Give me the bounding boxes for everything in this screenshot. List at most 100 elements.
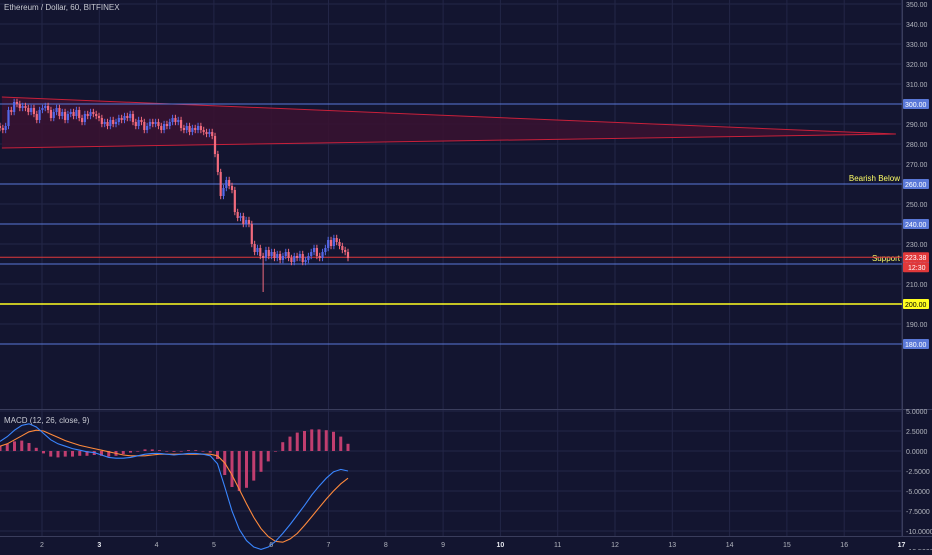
candle-body xyxy=(30,108,33,112)
price-tick-label: 280.00 xyxy=(906,142,928,149)
macd-histogram-bar xyxy=(194,450,198,451)
candle-body xyxy=(338,242,341,246)
candle-body xyxy=(89,112,92,116)
candle-body xyxy=(225,180,228,188)
price-tick-label: 340.00 xyxy=(906,22,928,29)
candle-body xyxy=(281,256,285,260)
price-tick-label: 290.00 xyxy=(906,122,928,129)
price-tick-label: 350.00 xyxy=(906,2,928,9)
candle-body xyxy=(301,254,304,262)
candle-body xyxy=(194,128,197,130)
level-axis-label: 260.00 xyxy=(905,182,927,189)
time-tick-label: 2 xyxy=(40,542,44,549)
candle-body xyxy=(63,112,67,120)
candle-body xyxy=(106,122,109,126)
candle-body xyxy=(335,238,338,242)
candle-body xyxy=(341,246,344,250)
macd-histogram-bar xyxy=(259,451,263,472)
candle-body xyxy=(247,220,251,224)
level-axis-tag xyxy=(903,339,929,349)
macd-histogram-bar xyxy=(346,443,350,451)
macd-histogram-bar xyxy=(339,436,343,451)
candle-body xyxy=(324,248,327,252)
candle-body xyxy=(146,126,149,130)
candle-body xyxy=(287,252,290,258)
candle-body xyxy=(327,240,330,248)
candle-body xyxy=(276,254,279,258)
candle-body xyxy=(41,108,44,110)
candle-body xyxy=(171,118,174,122)
triangle-upper-edge xyxy=(1,96,896,135)
candle-body xyxy=(188,126,191,132)
candle-body xyxy=(18,104,21,108)
candle-body xyxy=(262,256,265,258)
candle-body xyxy=(199,126,202,130)
time-tick-label: 7 xyxy=(327,542,331,549)
macd-histogram-bar xyxy=(78,451,82,456)
macd-line xyxy=(0,423,349,550)
macd-histogram-bar xyxy=(85,451,89,456)
macd-histogram-bar xyxy=(129,451,132,453)
candle-body xyxy=(295,256,299,258)
time-tick-label: 11 xyxy=(554,542,561,549)
candle-body xyxy=(245,220,248,224)
candle-body xyxy=(196,126,200,130)
candle-body xyxy=(46,106,50,110)
macd-histogram-bar xyxy=(295,432,299,451)
candle-body xyxy=(137,120,140,126)
candle-body xyxy=(92,112,95,114)
macd-tick-label: -2.5000 xyxy=(906,469,930,476)
macd-tick-label: 2.5000 xyxy=(906,429,928,436)
candle-body xyxy=(211,132,214,136)
macd-histogram-bar xyxy=(317,429,321,451)
macd-histogram-bar xyxy=(179,451,183,452)
candle-body xyxy=(179,120,183,128)
candle-body xyxy=(21,106,24,108)
candle-body xyxy=(208,132,211,134)
candle-body xyxy=(346,252,350,258)
macd-histogram-bar xyxy=(208,451,212,453)
level-axis-tag xyxy=(903,299,929,309)
candle-body xyxy=(27,108,30,112)
candle-body xyxy=(278,254,282,260)
candle-body xyxy=(15,102,19,104)
candle-body xyxy=(307,256,310,260)
candle-body xyxy=(213,136,217,154)
macd-histogram-bar xyxy=(121,451,125,455)
candle-body xyxy=(242,216,245,224)
time-tick-label: 12 xyxy=(611,542,619,549)
candle-body xyxy=(318,256,321,258)
price-tick-label: 210.00 xyxy=(906,282,928,289)
candle-body xyxy=(69,112,72,114)
candle-body xyxy=(35,114,38,120)
candle-body xyxy=(148,122,152,126)
candle-body xyxy=(312,248,316,252)
macd-tick-label: 0.0000 xyxy=(906,449,928,456)
macd-histogram-bar xyxy=(27,443,31,451)
candle-body xyxy=(52,112,55,118)
candle-body xyxy=(185,126,188,130)
candle-body xyxy=(174,118,177,122)
macd-histogram-bar xyxy=(303,431,306,451)
time-tick-label: 4 xyxy=(155,542,159,549)
level-axis-label: 300.00 xyxy=(905,102,927,109)
candle-body xyxy=(191,128,194,132)
price-tick-label: 230.00 xyxy=(906,242,928,249)
candle-body xyxy=(0,126,2,128)
candle-body xyxy=(32,108,36,114)
candle-body xyxy=(134,122,137,126)
macd-title: MACD (12, 26, close, 9) xyxy=(4,416,90,425)
macd-histogram-bar xyxy=(136,451,140,452)
candle-body xyxy=(55,108,58,112)
candle-body xyxy=(259,248,262,256)
candle-body xyxy=(304,260,307,262)
candle-body xyxy=(157,122,160,126)
candle-body xyxy=(332,238,335,246)
macd-histogram-bar xyxy=(216,451,219,459)
macd-histogram-bar xyxy=(107,451,111,457)
time-tick-label: 5 xyxy=(212,542,216,549)
candle-body xyxy=(165,124,169,126)
current-price-label: 223.38 xyxy=(905,255,927,262)
